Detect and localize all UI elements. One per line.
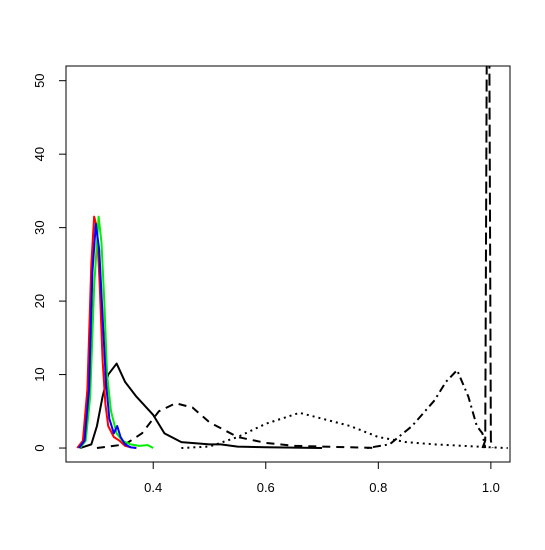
y-tick-label: 20 bbox=[32, 294, 47, 308]
y-tick-label: 0 bbox=[32, 444, 47, 451]
plot-area bbox=[76, 66, 508, 450]
plot-box bbox=[65, 65, 511, 463]
x-tick-label: 0.6 bbox=[257, 480, 275, 495]
density-line bbox=[481, 66, 494, 449]
x-tick-label: 1.0 bbox=[482, 480, 500, 495]
density-line bbox=[366, 369, 487, 450]
density-line bbox=[96, 402, 379, 450]
x-tick-label: 0.8 bbox=[369, 480, 387, 495]
density-line bbox=[78, 222, 137, 450]
y-tick-label: 50 bbox=[32, 73, 47, 87]
density-line bbox=[79, 215, 154, 449]
y-tick-label: 10 bbox=[32, 367, 47, 381]
density-line bbox=[76, 215, 137, 450]
density-line bbox=[79, 362, 323, 450]
y-tick-label: 30 bbox=[32, 220, 47, 234]
density-line bbox=[181, 411, 508, 450]
x-tick-label: 0.4 bbox=[144, 480, 162, 495]
y-tick-label: 40 bbox=[32, 147, 47, 161]
